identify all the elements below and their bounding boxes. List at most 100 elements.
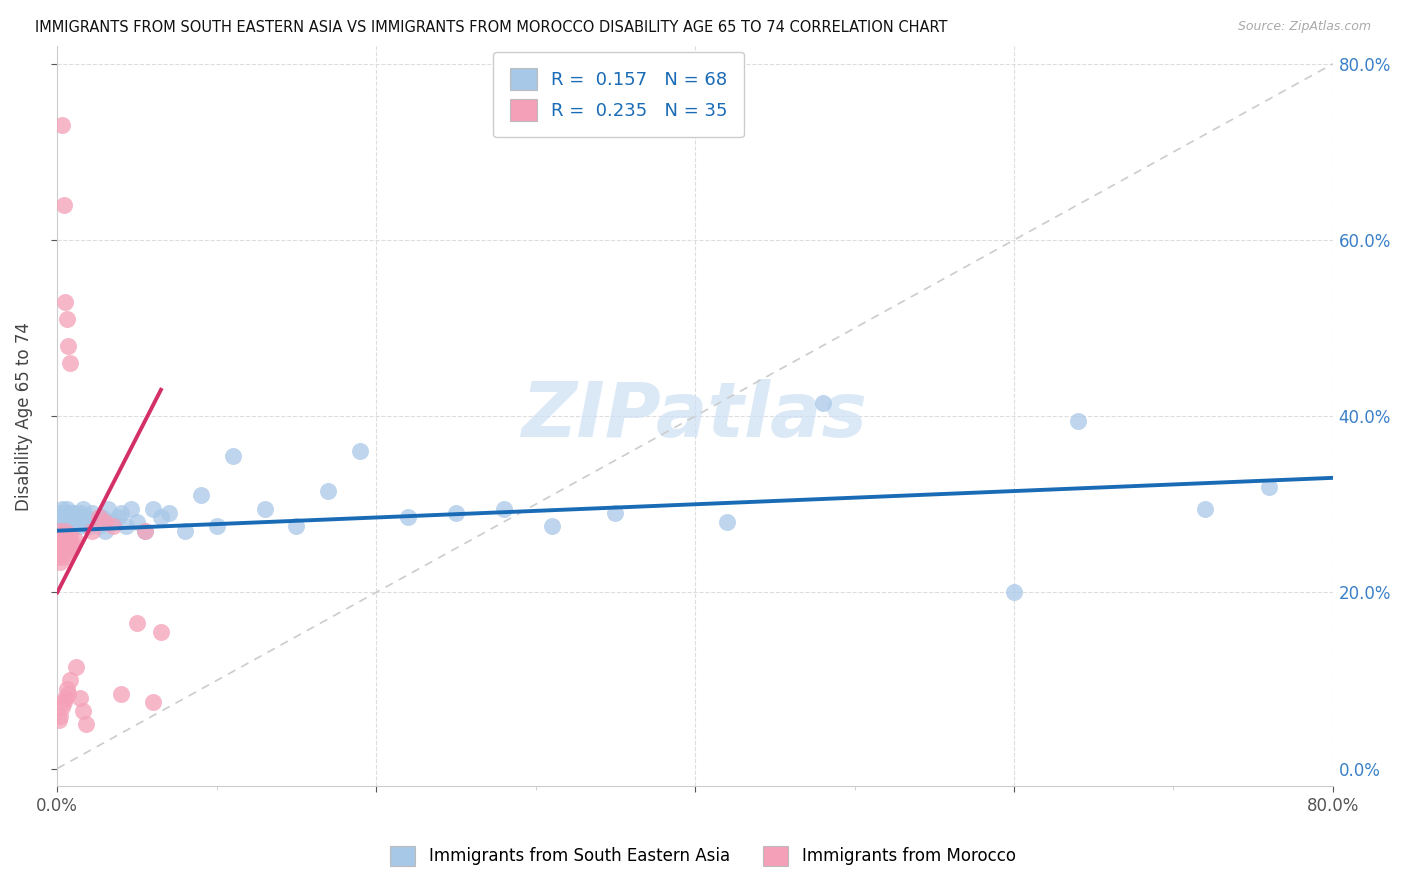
Point (125, 515, 148, 529)
Point (59, 519, 82, 533)
Point (56, 312, 79, 326)
Point (91, 510, 114, 524)
Point (49, 510, 72, 524)
Point (58, 339, 80, 353)
Point (51, 537, 73, 551)
Point (73, 515, 96, 529)
Point (1067, 414, 1090, 428)
Point (51, 533, 73, 547)
Point (51, 699, 73, 714)
Point (51, 119, 73, 133)
Point (142, 696, 165, 710)
Point (149, 625, 172, 640)
Legend: Immigrants from South Eastern Asia, Immigrants from Morocco: Immigrants from South Eastern Asia, Immi… (377, 832, 1029, 880)
Point (101, 515, 124, 529)
Point (72, 501, 94, 516)
Point (110, 506, 132, 520)
Point (53, 515, 76, 529)
Point (84, 515, 107, 529)
Point (811, 396, 834, 410)
Text: ZIPatlas: ZIPatlas (522, 379, 868, 453)
Point (605, 506, 627, 520)
Point (58, 515, 80, 529)
Point (173, 524, 195, 538)
Point (75, 717, 97, 731)
Point (53, 294, 76, 309)
Point (87, 510, 110, 524)
Point (72, 704, 94, 718)
Point (56, 519, 79, 533)
Point (53, 691, 76, 706)
Point (101, 519, 124, 533)
Point (52, 519, 75, 533)
Point (444, 506, 467, 520)
Point (59, 356, 82, 370)
Point (56, 546, 79, 560)
Point (51, 515, 73, 529)
Point (51, 546, 73, 560)
Point (60, 541, 83, 556)
Point (396, 510, 419, 524)
Point (69, 519, 91, 533)
Point (49, 528, 72, 542)
Point (157, 506, 180, 520)
Point (115, 519, 138, 533)
Point (63, 533, 86, 547)
Point (134, 524, 156, 538)
Point (53, 510, 76, 524)
Point (56, 501, 79, 516)
Point (59, 510, 82, 524)
Point (58, 687, 80, 701)
Point (62, 519, 84, 533)
Point (52, 506, 75, 520)
Point (59, 528, 82, 542)
Point (48, 506, 70, 520)
Point (49, 519, 72, 533)
Point (52, 528, 75, 542)
Point (540, 519, 562, 533)
Point (48, 537, 70, 551)
Point (62, 510, 84, 524)
Point (48, 515, 70, 529)
Point (253, 501, 276, 516)
Point (349, 444, 371, 458)
Point (52, 696, 75, 710)
Point (67, 510, 90, 524)
Point (56, 682, 79, 697)
Point (49, 708, 72, 723)
Legend: R =  0.157   N = 68, R =  0.235   N = 35: R = 0.157 N = 68, R = 0.235 N = 35 (494, 52, 744, 137)
Point (53, 537, 76, 551)
Text: Source: ZipAtlas.com: Source: ZipAtlas.com (1237, 20, 1371, 33)
Point (134, 524, 156, 538)
Point (318, 484, 340, 499)
Point (120, 501, 142, 516)
Point (69, 691, 91, 706)
Point (59, 673, 82, 688)
Point (65, 660, 87, 674)
Point (716, 515, 738, 529)
Point (125, 616, 148, 631)
Point (1194, 501, 1216, 516)
Point (49, 541, 72, 556)
Point (94, 515, 117, 529)
Point (51, 524, 73, 538)
Point (107, 510, 129, 524)
Point (87, 519, 110, 533)
Point (60, 506, 83, 520)
Point (222, 449, 245, 463)
Point (75, 510, 97, 524)
Point (53, 550, 76, 565)
Point (285, 519, 308, 533)
Point (52, 510, 75, 524)
Point (58, 506, 80, 520)
Point (142, 501, 165, 516)
Point (53, 524, 76, 538)
Point (149, 510, 172, 524)
Point (58, 533, 80, 547)
Point (1002, 585, 1025, 599)
Text: IMMIGRANTS FROM SOUTH EASTERN ASIA VS IMMIGRANTS FROM MOROCCO DISABILITY AGE 65 : IMMIGRANTS FROM SOUTH EASTERN ASIA VS IM… (35, 20, 948, 35)
Point (190, 488, 212, 502)
Point (48, 550, 70, 565)
Point (48, 713, 70, 727)
Point (53, 524, 76, 538)
